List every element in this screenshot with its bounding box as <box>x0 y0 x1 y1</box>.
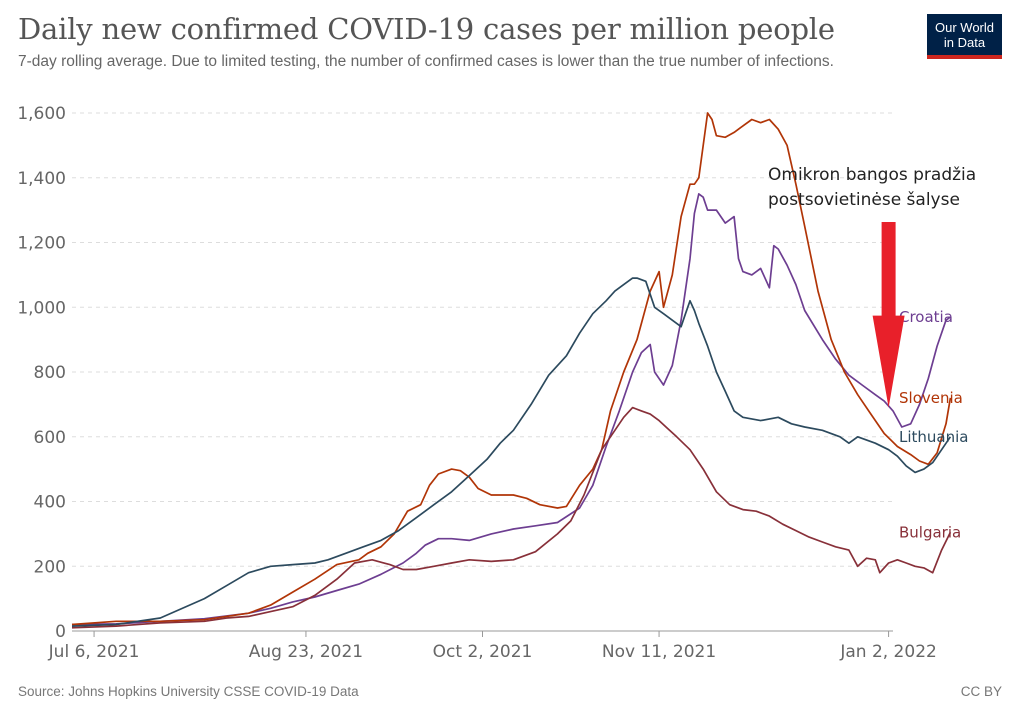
series-label-slovenia[interactable]: Slovenia <box>899 389 963 407</box>
x-tick-label: Jul 6, 2021 <box>48 642 140 662</box>
grid-layer <box>72 112 893 567</box>
y-tick-label: 600 <box>34 428 66 448</box>
annotation-line-2: postsovietinėse šalyse <box>768 190 960 210</box>
chart-title: Daily new confirmed COVID-19 cases per m… <box>18 12 835 46</box>
annotation-layer: Omikron bangos pradžia postsovietinėse š… <box>768 165 976 408</box>
x-tick-label: Oct 2, 2021 <box>433 642 533 662</box>
source-note[interactable]: Source: Johns Hopkins University CSSE CO… <box>18 684 359 699</box>
annotation-line-1: Omikron bangos pradžia <box>768 165 976 185</box>
logo-line-1: Our World <box>935 20 994 35</box>
x-tick-label: Jan 2, 2022 <box>839 642 937 662</box>
y-tick-label: 200 <box>34 557 66 577</box>
x-tick-label: Nov 11, 2021 <box>602 642 716 662</box>
y-tick-label: 1,400 <box>17 169 66 189</box>
chart-subtitle: 7-day rolling average. Due to limited te… <box>18 53 834 70</box>
series-layer <box>71 112 952 629</box>
y-tick-label: 1,600 <box>17 104 66 124</box>
y-tick-label: 1,000 <box>17 298 66 318</box>
x-tick-label: Aug 23, 2021 <box>249 642 363 662</box>
y-tick-label: 400 <box>34 493 66 513</box>
series-label-croatia[interactable]: Croatia <box>899 308 953 326</box>
series-label-bulgaria[interactable]: Bulgaria <box>899 523 961 541</box>
series-line-bulgaria[interactable] <box>71 406 952 629</box>
license-label[interactable]: CC BY <box>960 684 1002 699</box>
series-line-lithuania[interactable] <box>71 277 952 627</box>
series-label-lithuania[interactable]: Lithuania <box>899 428 968 446</box>
series-label-layer: Croatia Slovenia Lithuania Bulgaria <box>899 308 968 541</box>
y-tick-label: 1,200 <box>17 234 66 254</box>
series-line-slovenia[interactable] <box>71 112 952 626</box>
axis-layer: 0 200 400 600 800 1,000 1,200 1,400 1,600 Jul 6, … <box>17 104 937 662</box>
series-line-croatia[interactable] <box>71 193 951 626</box>
y-tick-label: 800 <box>34 363 66 383</box>
y-tick-label: 0 <box>55 622 66 642</box>
owid-logo[interactable]: Our World in Data <box>927 14 1002 59</box>
annotation-arrow-icon <box>872 222 905 408</box>
logo-line-2: in Data <box>943 35 986 50</box>
